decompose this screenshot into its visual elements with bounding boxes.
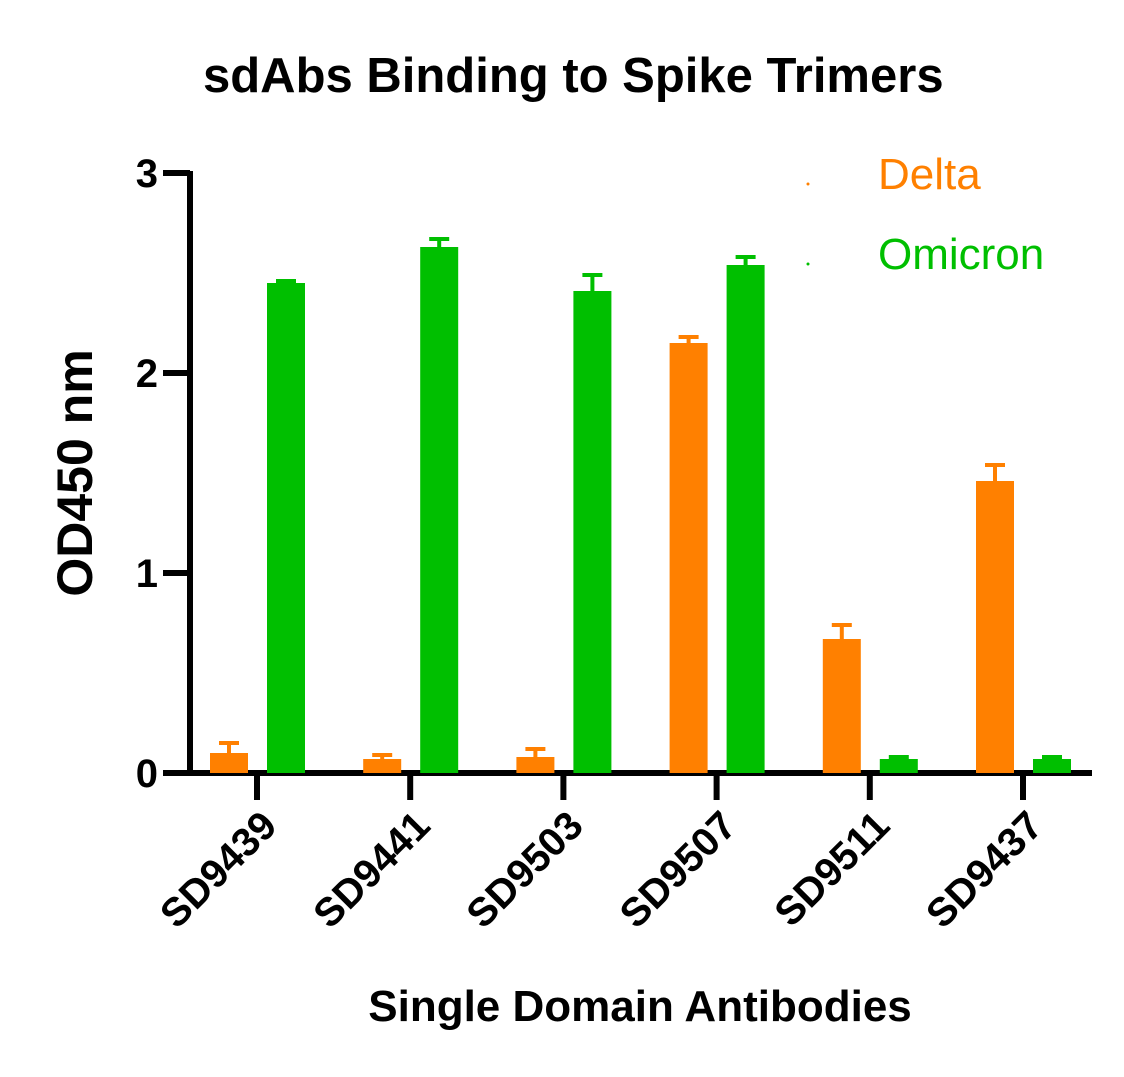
bar-omicron — [879, 759, 918, 773]
bar-omicron — [726, 265, 765, 773]
legend-label-omicron: Omicron — [878, 230, 1045, 279]
y-tick-label: 2 — [136, 352, 158, 396]
x-tick-label: SD9441 — [305, 803, 438, 936]
bar-omicron — [1033, 759, 1071, 773]
x-tick-label: SD9437 — [918, 803, 1051, 936]
legend-label-delta: Delta — [878, 150, 981, 199]
bar-delta — [363, 759, 402, 773]
bar-omicron — [573, 291, 612, 773]
legend-marker-delta — [806, 182, 810, 186]
bar-delta — [822, 639, 861, 773]
bar-omicron — [420, 247, 459, 773]
bar-delta — [516, 757, 555, 773]
x-tick-label: SD9439 — [152, 803, 285, 936]
bar-delta — [976, 481, 1014, 773]
y-tick-label: 3 — [136, 152, 158, 196]
bar-omicron — [267, 283, 305, 773]
bar-delta — [669, 343, 708, 773]
y-tick-label: 0 — [136, 752, 158, 796]
bar-delta — [210, 753, 248, 773]
legend-marker-omicron — [806, 262, 810, 266]
chart-title: sdAbs Binding to Spike Trimers — [203, 49, 944, 103]
x-tick-label: SD9503 — [458, 803, 591, 936]
x-tick-label: SD9511 — [766, 803, 898, 935]
x-tick-label: SD9507 — [612, 803, 745, 936]
x-axis-label: Single Domain Antibodies — [368, 982, 912, 1031]
y-tick-label: 1 — [136, 552, 158, 596]
